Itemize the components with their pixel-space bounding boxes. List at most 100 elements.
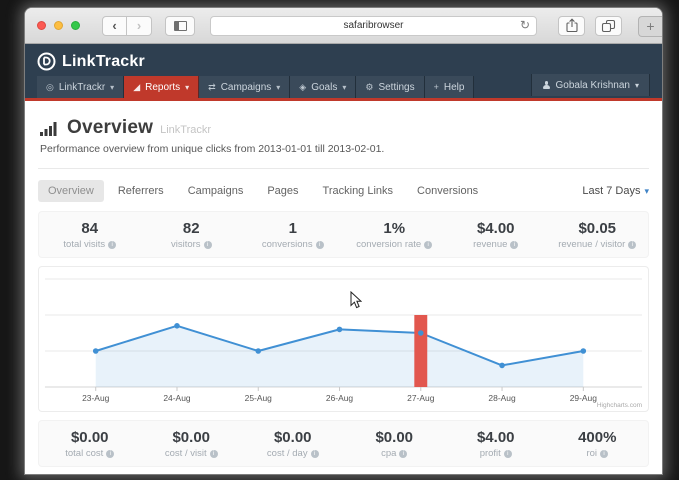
- info-icon[interactable]: i: [600, 450, 608, 458]
- info-icon[interactable]: i: [399, 450, 407, 458]
- svg-text:23-Aug: 23-Aug: [82, 393, 110, 403]
- shuffle-icon: ⇄: [208, 82, 216, 93]
- stat-value: $4.00: [445, 220, 547, 237]
- nav-menu-item[interactable]: ⇄ Campaigns ▾: [199, 76, 290, 98]
- analytics-chart: 23-Aug24-Aug25-Aug26-Aug27-Aug28-Aug29-A…: [39, 267, 648, 411]
- stat-card: $0.05 revenue / visitor i: [547, 220, 649, 250]
- stat-label: visitors: [171, 239, 201, 250]
- stat-label: total visits: [63, 239, 105, 250]
- stat-value: $4.00: [445, 429, 547, 446]
- linktrackr-logo-icon: [37, 52, 56, 71]
- svg-text:26-Aug: 26-Aug: [326, 393, 354, 403]
- stats-panel-bottom: $0.00 total cost i $0.00 cost / visit i: [38, 420, 649, 467]
- page-title-brand: LinkTrackr: [160, 124, 211, 136]
- nav-menu-item[interactable]: ◈ Goals ▾: [290, 76, 356, 98]
- stat-card: 400% roi i: [547, 429, 649, 459]
- browser-window: ‹ › safaribrowser ↻: [25, 8, 662, 474]
- report-tabs: Overview Referrers Campaigns Pages Track…: [38, 180, 488, 202]
- user-icon: [542, 81, 550, 89]
- stat-label: revenue: [473, 239, 507, 250]
- sidebar-icon: [174, 21, 187, 31]
- nav-menu-item-label: Reports: [145, 82, 180, 93]
- info-icon[interactable]: i: [510, 241, 518, 249]
- stat-label: conversions: [262, 239, 313, 250]
- titlebar-right-buttons: [558, 16, 622, 36]
- forward-button[interactable]: ›: [127, 16, 152, 36]
- user-menu[interactable]: Gobala Krishnan ▾: [531, 74, 650, 96]
- back-button[interactable]: ‹: [102, 16, 127, 36]
- app-logo-text: LinkTrackr: [62, 53, 145, 71]
- app-logo[interactable]: LinkTrackr: [25, 44, 662, 76]
- info-icon[interactable]: i: [311, 450, 319, 458]
- bar-chart-icon: [40, 121, 60, 136]
- analytics-chart-panel: 23-Aug24-Aug25-Aug26-Aug27-Aug28-Aug29-A…: [38, 266, 649, 412]
- wrench-icon: ⚙: [365, 82, 373, 93]
- date-range-dropdown[interactable]: Last 7 Days ▾: [582, 185, 649, 197]
- nav-menu-item-label: LinkTrackr: [59, 82, 105, 93]
- chart-credit: Highcharts.com: [597, 402, 642, 409]
- stat-label: profit: [480, 448, 501, 459]
- chevron-down-icon: ▾: [110, 83, 114, 92]
- history-nav: ‹ ›: [102, 16, 152, 36]
- nav-menu-item[interactable]: ◢ Reports ▾: [124, 76, 199, 98]
- report-tab[interactable]: Pages: [257, 180, 308, 202]
- nav-menu-item-label: Goals: [311, 82, 337, 93]
- new-tab-button[interactable]: +: [638, 16, 662, 37]
- stat-value: 1: [242, 220, 344, 237]
- stat-label: cpa: [381, 448, 396, 459]
- chevron-down-icon: ▾: [635, 81, 639, 90]
- stat-label: cost / visit: [165, 448, 207, 459]
- report-tab[interactable]: Referrers: [108, 180, 174, 202]
- info-icon[interactable]: i: [504, 450, 512, 458]
- share-icon: [565, 18, 579, 33]
- linktrackr-mark-icon: ◎: [46, 82, 54, 93]
- svg-text:27-Aug: 27-Aug: [407, 393, 435, 403]
- stat-value: 400%: [547, 429, 649, 446]
- info-icon[interactable]: i: [628, 241, 636, 249]
- stat-card: $4.00 revenue i: [445, 220, 547, 250]
- nav-menu-item-label: Settings: [378, 82, 414, 93]
- chevron-down-icon: ▾: [644, 186, 649, 197]
- stats-panel-top: 84 total visits i 82 visitors i: [38, 211, 649, 258]
- stat-label: revenue / visitor: [558, 239, 625, 250]
- nav-menu-item-label: Help: [444, 82, 465, 93]
- reload-icon[interactable]: ↻: [520, 18, 530, 32]
- share-button[interactable]: [558, 16, 585, 36]
- report-tab[interactable]: Campaigns: [178, 180, 254, 202]
- report-tabs-row: Overview Referrers Campaigns Pages Track…: [38, 180, 649, 202]
- zoom-window-button[interactable]: [71, 21, 80, 30]
- info-icon[interactable]: i: [106, 450, 114, 458]
- stat-value: 82: [141, 220, 243, 237]
- minimize-window-button[interactable]: [54, 21, 63, 30]
- close-window-button[interactable]: [37, 21, 46, 30]
- report-tab[interactable]: Tracking Links: [313, 180, 404, 202]
- tab-overview-button[interactable]: [595, 16, 622, 36]
- info-icon[interactable]: i: [316, 241, 324, 249]
- report-tab[interactable]: Overview: [38, 180, 104, 202]
- goal-icon: ◈: [299, 82, 306, 93]
- chevron-down-icon: ▾: [342, 83, 346, 92]
- stat-card: $0.00 total cost i: [39, 429, 141, 459]
- info-icon[interactable]: i: [210, 450, 218, 458]
- stat-value: $0.00: [344, 429, 446, 446]
- nav-menu-item[interactable]: + Help: [425, 76, 475, 98]
- chevron-down-icon: ▾: [185, 83, 189, 92]
- report-tab[interactable]: Conversions: [407, 180, 488, 202]
- nav-menu-item[interactable]: ◎ LinkTrackr ▾: [37, 76, 124, 98]
- stat-label: conversion rate: [356, 239, 421, 250]
- address-bar[interactable]: safaribrowser ↻: [210, 16, 537, 36]
- info-icon[interactable]: i: [108, 241, 116, 249]
- stat-card: $4.00 profit i: [445, 429, 547, 459]
- traffic-lights: [37, 21, 80, 30]
- stat-label: total cost: [65, 448, 103, 459]
- sidebar-toggle-button[interactable]: [165, 16, 195, 36]
- info-icon[interactable]: i: [204, 241, 212, 249]
- stat-label: cost / day: [267, 448, 308, 459]
- nav-menu-item[interactable]: ⚙ Settings: [356, 76, 424, 98]
- info-icon[interactable]: i: [424, 241, 432, 249]
- help-icon: +: [434, 82, 439, 92]
- stat-value: 1%: [344, 220, 446, 237]
- stat-value: $0.00: [141, 429, 243, 446]
- stat-value: 84: [39, 220, 141, 237]
- stat-card: 82 visitors i: [141, 220, 243, 250]
